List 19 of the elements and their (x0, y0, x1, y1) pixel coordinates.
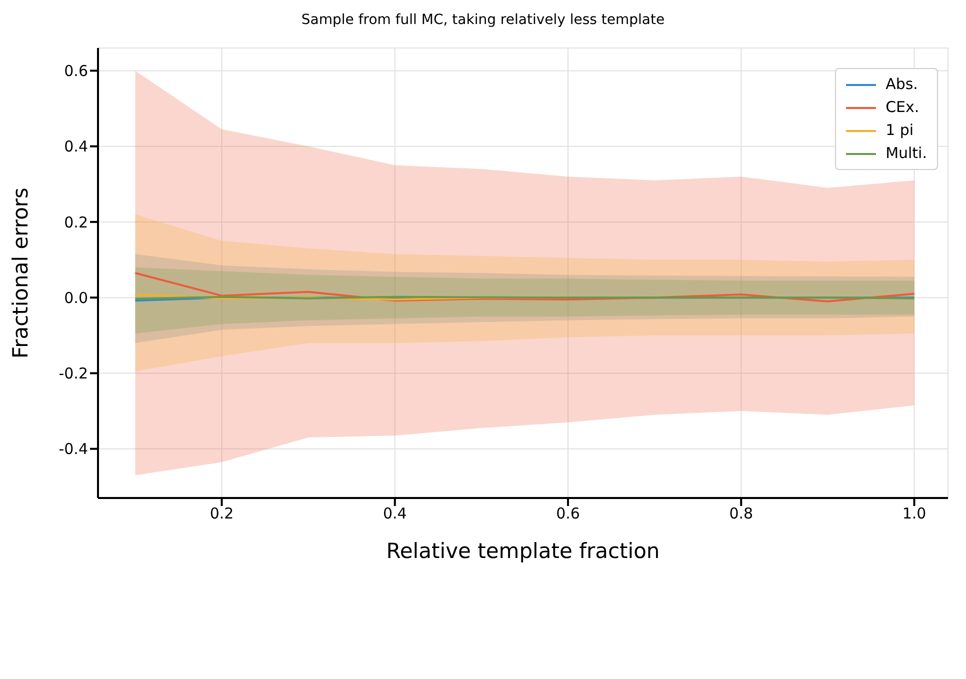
x-axis-title: Relative template fraction (386, 539, 660, 563)
y-tick-label: 0.6 (64, 62, 88, 80)
y-tick-label: 0.2 (64, 213, 88, 232)
legend-label: 1 pi (886, 120, 914, 141)
line-series (134, 272, 916, 302)
x-tick-label: 0.6 (556, 504, 580, 523)
x-tick-label: 0.2 (210, 504, 234, 523)
x-tick-label: 0.8 (729, 504, 754, 523)
y-tick-label: -0.2 (58, 364, 88, 383)
legend-label: Multi. (886, 143, 927, 164)
x-tick-label: 1.0 (902, 504, 926, 523)
y-axis-title: Fractional errors (8, 188, 32, 358)
y-tick-label: 0.4 (64, 138, 88, 156)
y-tick-label: -0.4 (58, 440, 88, 458)
chart-title: Sample from full MC, taking relatively less template (300, 11, 666, 30)
x-tick-label: 0.4 (382, 504, 407, 523)
legend-label: Abs. (886, 74, 918, 95)
y-tick-label: 0.0 (64, 288, 88, 307)
legend-label: CEx. (886, 97, 920, 118)
